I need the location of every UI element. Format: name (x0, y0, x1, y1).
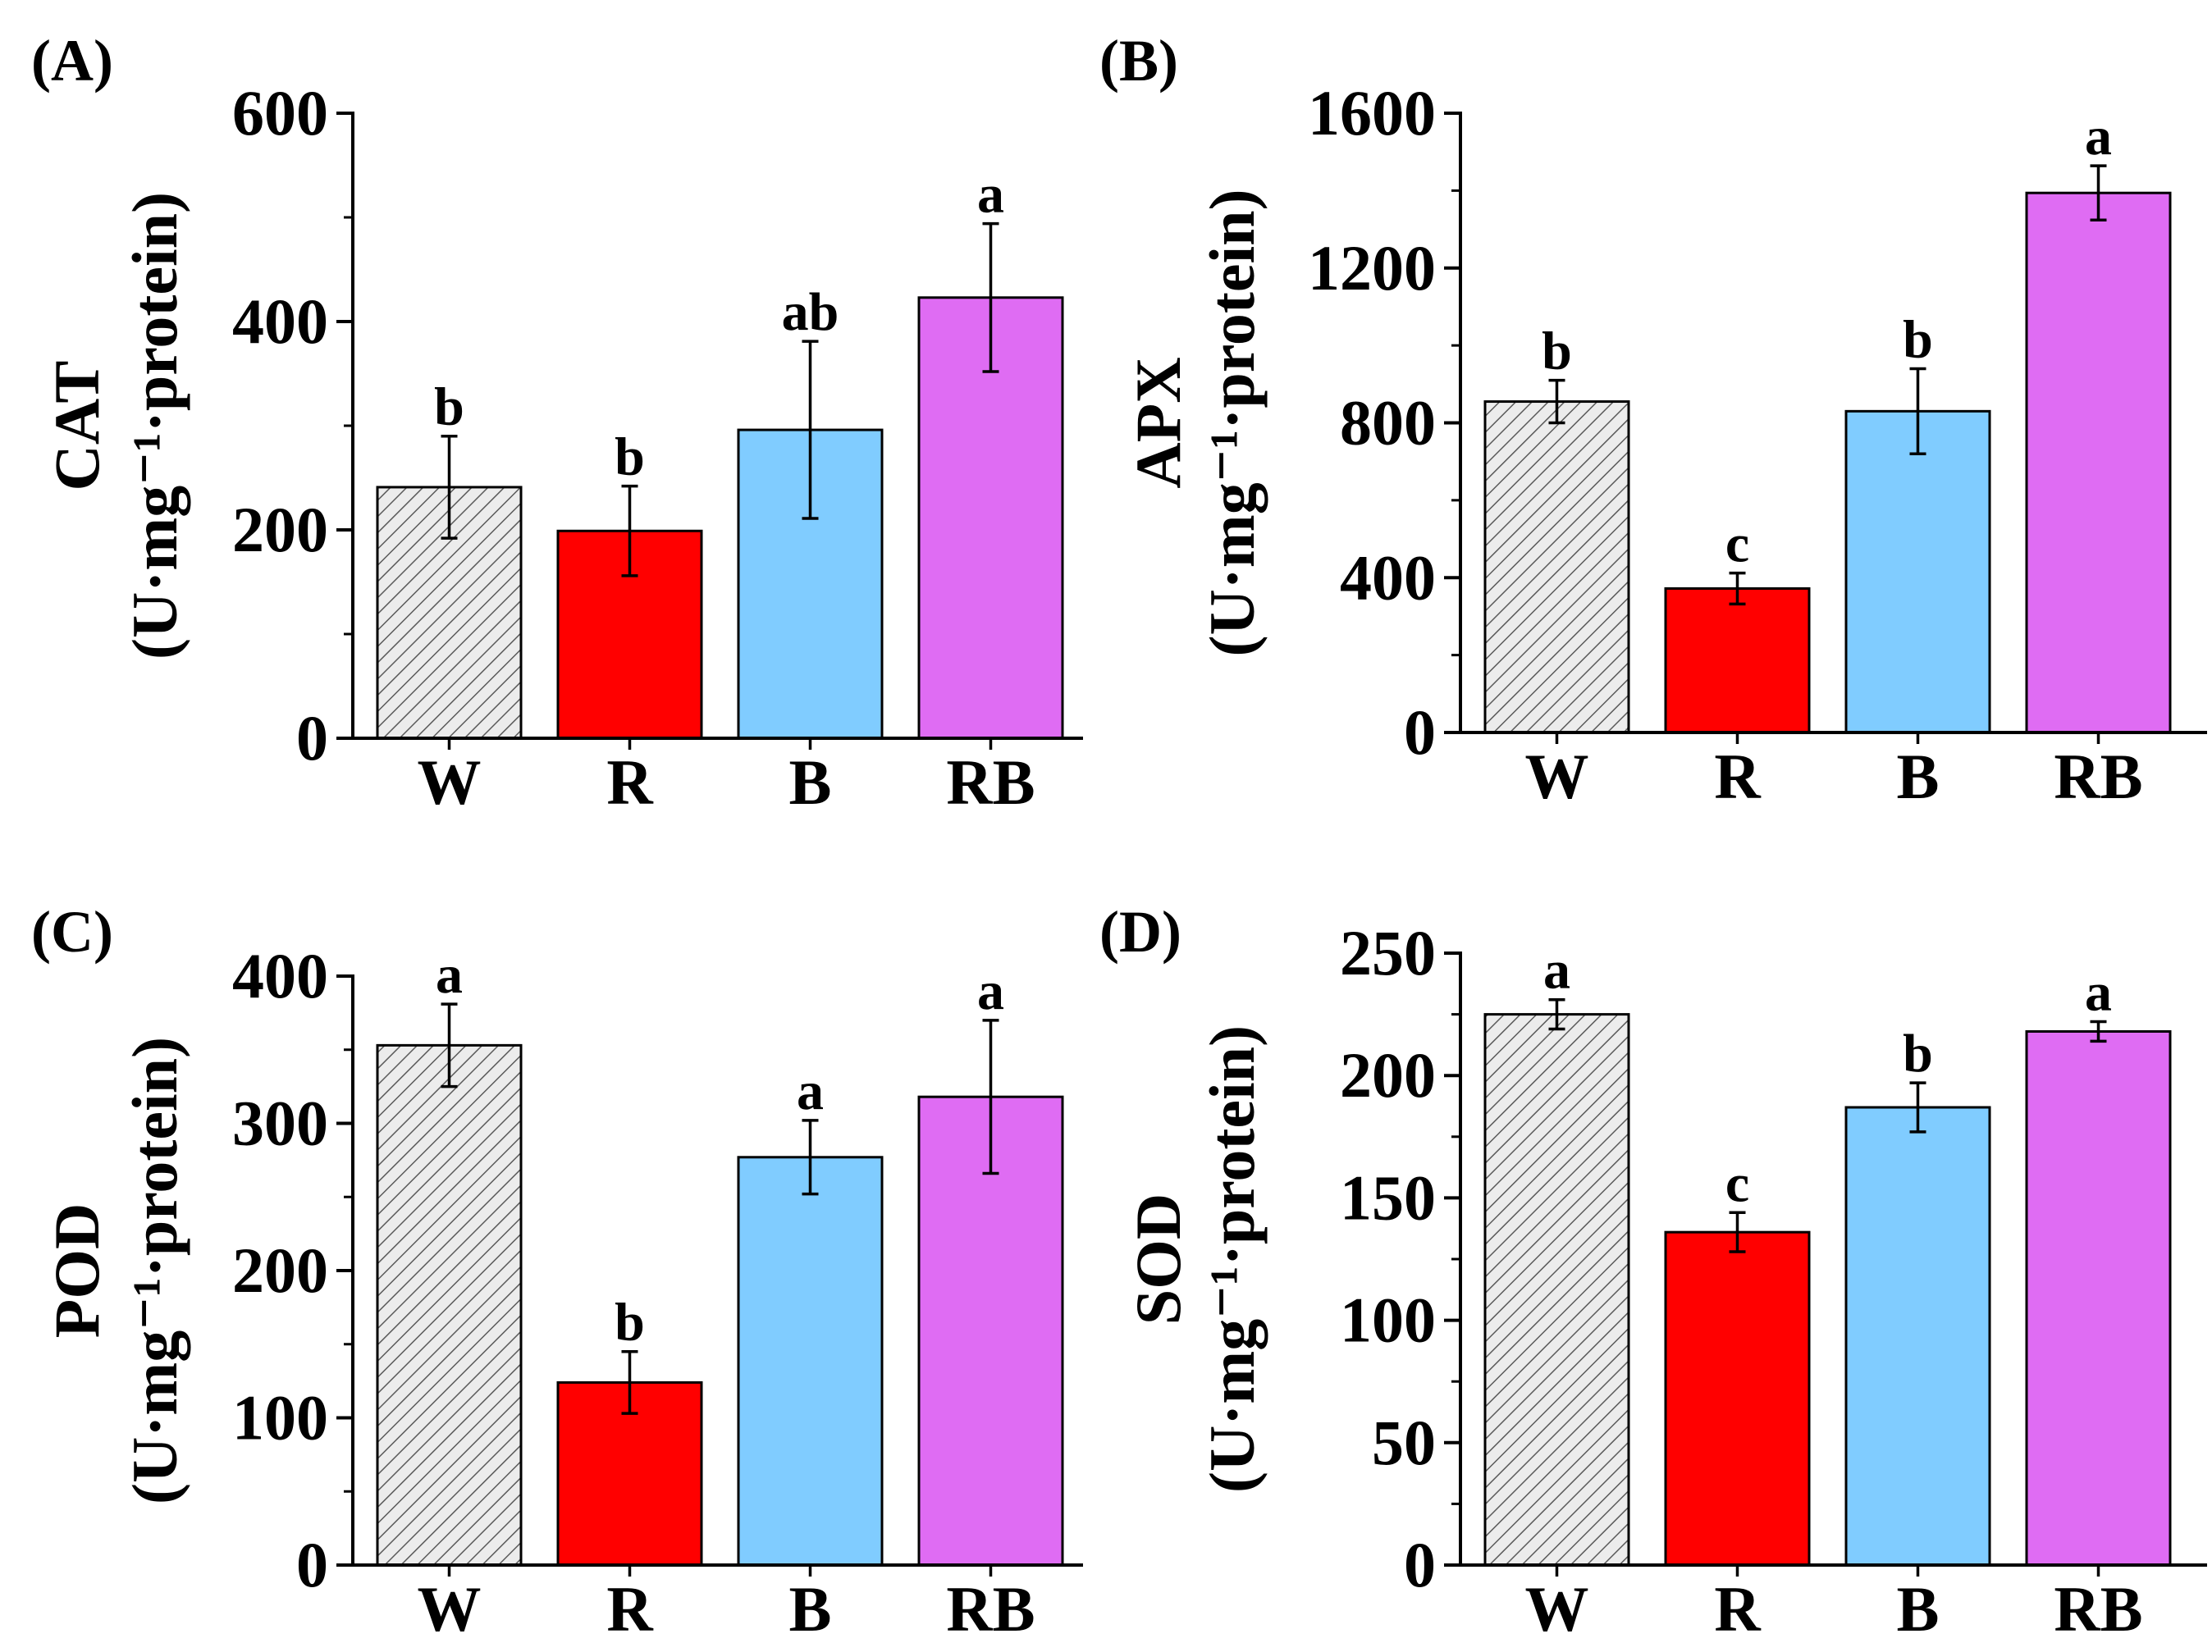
y-tick-label: 800 (1340, 387, 1436, 459)
significance-letter: b (615, 427, 645, 487)
error-bar-b (1909, 367, 1926, 455)
significance-letter: b (1903, 1024, 1933, 1084)
error-bar-r (1729, 571, 1746, 606)
y-tick-label: 200 (232, 1234, 328, 1306)
panel-label: (B) (1099, 28, 1178, 94)
y-axis-title: CAT (41, 361, 112, 491)
y-tick-label: 50 (1372, 1407, 1436, 1478)
y-tick-label: 0 (296, 702, 328, 774)
y-tick-label: 1600 (1308, 77, 1436, 148)
bar-b (1844, 1106, 1991, 1567)
chart-panel-sod: (D) SOD (U·mg⁻¹·protein) a Wc Rb Ba RB 0 50 100 150… (1099, 899, 2207, 1645)
x-tick-label: W (1525, 741, 1589, 812)
x-tick-label: B (1896, 741, 1939, 812)
y-tick-label: 0 (1404, 696, 1436, 768)
x-tick-label: R (606, 746, 654, 818)
x-tick-label: B (788, 1573, 831, 1645)
significance-letter: c (1725, 1153, 1749, 1213)
error-bar-w (441, 1002, 458, 1088)
y-axis-title: APX (1122, 357, 1194, 488)
bar-b (1844, 409, 1991, 734)
error-bar-rb (2090, 1020, 2107, 1043)
error-bar-rb (2090, 164, 2107, 221)
panel-label: (A) (31, 28, 113, 94)
panel-label: (D) (1099, 899, 1181, 965)
x-tick-label: W (418, 1573, 482, 1645)
bar-w (1483, 1013, 1630, 1567)
significance-letter: b (434, 377, 464, 437)
chart-panel-pod: (C) POD (U·mg⁻¹·protein) a Wb Ra Ba RB 0 100 200 30… (31, 899, 1083, 1645)
x-tick-label: B (788, 746, 831, 818)
significance-letter: a (797, 1061, 824, 1121)
significance-letter: a (1543, 941, 1570, 1001)
y-axis-units: (U·mg⁻¹·protein) (1196, 1025, 1268, 1493)
x-tick-label: RB (946, 1573, 1035, 1645)
x-tick-label: RB (2054, 741, 2142, 812)
error-bar-r (621, 484, 638, 577)
x-tick-label: W (418, 746, 482, 818)
y-tick-label: 200 (1340, 1039, 1436, 1111)
significance-letter: a (436, 945, 463, 1005)
error-bar-w (441, 434, 458, 540)
y-tick-label: 600 (232, 77, 328, 148)
significance-letter: ab (782, 282, 839, 342)
y-axis-title: SOD (1122, 1193, 1194, 1325)
y-axis-title: POD (41, 1203, 112, 1339)
y-tick-label: 200 (232, 494, 328, 565)
y-tick-label: 300 (232, 1088, 328, 1159)
error-bar-w (1548, 378, 1565, 425)
y-axis-units: (U·mg⁻¹·protein) (119, 192, 190, 659)
error-bar-r (1729, 1211, 1746, 1253)
y-tick-label: 0 (296, 1529, 328, 1600)
x-tick-label: R (1714, 1573, 1762, 1645)
y-tick-label: 250 (1340, 917, 1436, 988)
y-tick-label: 150 (1340, 1161, 1436, 1233)
y-tick-label: 400 (232, 940, 328, 1011)
y-axis-units: (U·mg⁻¹·protein) (1196, 189, 1268, 656)
x-tick-label: RB (946, 746, 1035, 818)
bar-b (737, 1156, 884, 1567)
x-tick-label: RB (2054, 1573, 2142, 1645)
bar-rb (2025, 191, 2172, 734)
bar-rb (917, 1095, 1064, 1567)
panel-label: (C) (31, 899, 113, 965)
significance-letter: b (1542, 322, 1572, 381)
y-tick-label: 100 (1340, 1285, 1436, 1356)
y-tick-label: 0 (1404, 1529, 1436, 1600)
y-tick-label: 400 (1340, 541, 1436, 613)
error-bar-rb (982, 1019, 999, 1175)
y-axis-units: (U·mg⁻¹·protein) (119, 1037, 190, 1504)
significance-letter: b (1903, 309, 1933, 369)
significance-letter: a (2085, 107, 2112, 167)
error-bar-r (621, 1349, 638, 1415)
significance-letter: b (615, 1293, 645, 1353)
bar-w (376, 1043, 523, 1567)
x-tick-label: W (1525, 1573, 1589, 1645)
x-tick-label: R (1714, 741, 1762, 812)
significance-letter: a (2085, 963, 2112, 1023)
error-bar-b (802, 340, 819, 520)
x-tick-label: B (1896, 1573, 1939, 1645)
significance-letter: a (977, 961, 1004, 1021)
y-tick-label: 100 (232, 1382, 328, 1453)
y-tick-label: 400 (232, 285, 328, 357)
y-tick-label: 1200 (1308, 232, 1436, 303)
error-bar-b (1909, 1081, 1926, 1134)
chart-panel-apx: (B) APX (U·mg⁻¹·protein) b Wc Rb Ba RB 0 400 800 12… (1099, 28, 2207, 812)
significance-letter: a (977, 165, 1004, 225)
error-bar-b (802, 1119, 819, 1196)
x-tick-label: R (606, 1573, 654, 1645)
significance-letter: c (1725, 514, 1749, 574)
bar-r (1664, 1230, 1811, 1567)
chart-panel-cat: (A) CAT (U·mg⁻¹·protein) b Wb Rab Ba RB 0 200 400 6… (31, 28, 1083, 818)
error-bar-rb (982, 221, 999, 373)
bar-r (1664, 586, 1811, 734)
bar-w (1483, 400, 1630, 734)
error-bar-w (1548, 997, 1565, 1031)
bar-rb (2025, 1029, 2172, 1567)
